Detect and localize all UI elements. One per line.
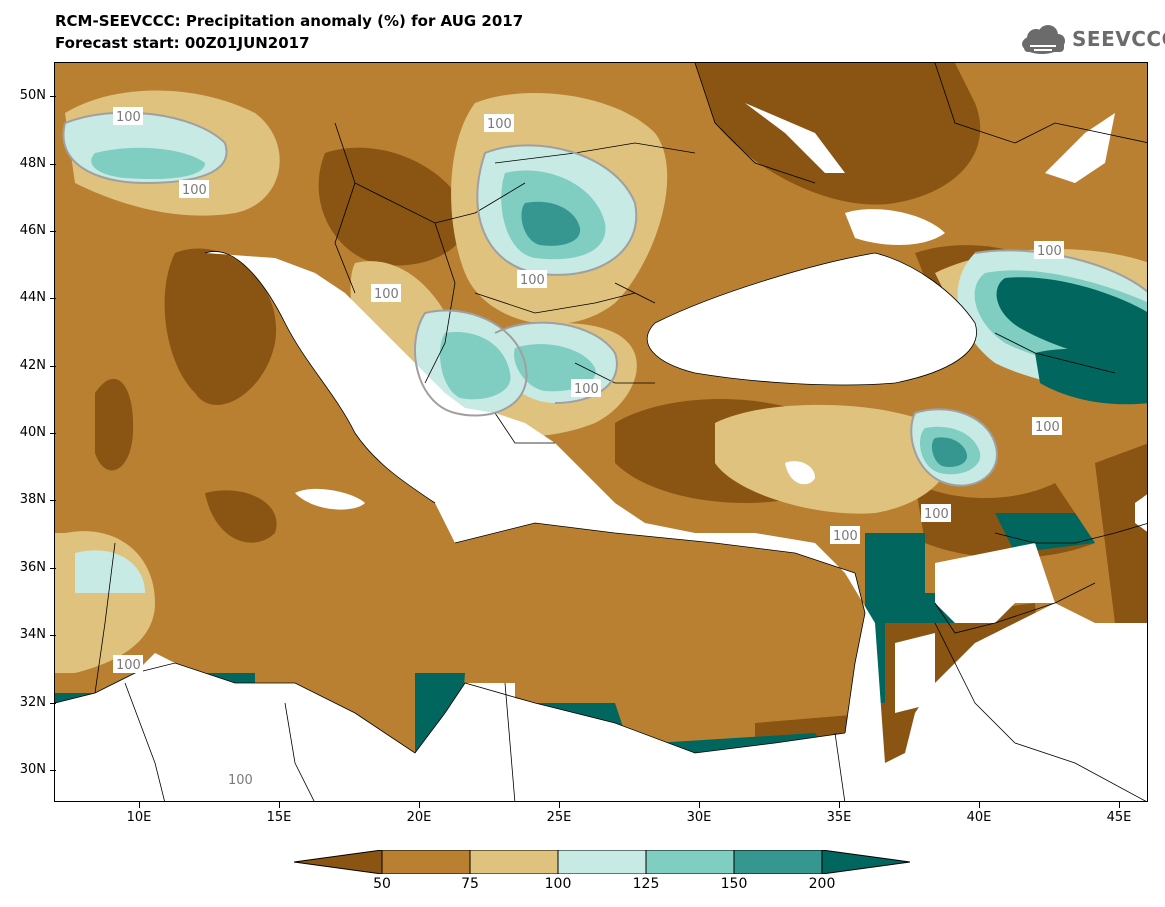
colorbar-label: 75 — [461, 876, 479, 892]
contour-label: 100 — [228, 773, 253, 788]
latitude-label: 42N — [19, 358, 46, 373]
colorbar-label: 50 — [373, 876, 391, 892]
longitude-label: 20E — [406, 810, 432, 825]
latitude-label: 30N — [19, 762, 46, 777]
longitude-tick — [279, 802, 280, 808]
latitude-tick — [50, 164, 56, 165]
contour-label: 100 — [116, 110, 141, 125]
latitude-tick — [50, 231, 56, 232]
logo-text: SEEVCCC — [1072, 27, 1165, 51]
contour-label: 100 — [374, 287, 399, 302]
longitude-label: 35E — [826, 810, 852, 825]
colorbar-150-200 — [733, 850, 823, 874]
longitude-label: 25E — [546, 810, 572, 825]
colorbar-above-200 — [821, 850, 910, 874]
country-borders — [55, 63, 1147, 801]
contour-label: 100 — [924, 507, 949, 522]
longitude-tick — [979, 802, 980, 808]
contour-label: 100 — [833, 529, 858, 544]
colorbar-below-50 — [294, 850, 383, 874]
latitude-label: 40N — [19, 425, 46, 440]
latitude-label: 44N — [19, 290, 46, 305]
contour-100 — [62, 111, 1147, 487]
contour-labels: 100 100 100 100 100 100 100 100 100 100 … — [113, 107, 1064, 788]
colorbar-label: 200 — [808, 876, 836, 892]
contour-label: 100 — [1035, 420, 1060, 435]
colorbar — [294, 850, 910, 874]
contour-label: 100 — [487, 117, 512, 132]
latitude-label: 32N — [19, 695, 46, 710]
latitude-label: 48N — [19, 156, 46, 171]
colorbar-label: 150 — [720, 876, 748, 892]
longitude-tick — [419, 802, 420, 808]
cloud-icon — [1022, 25, 1065, 54]
no-data-mask — [55, 543, 1147, 801]
colorbar-label: 100 — [544, 876, 572, 892]
longitude-tick — [839, 802, 840, 808]
anomaly-150-200 — [521, 201, 968, 467]
contour-label: 100 — [116, 658, 141, 673]
contour-label: 100 — [520, 273, 545, 288]
latitude-tick — [50, 433, 56, 434]
longitude-tick — [1119, 802, 1120, 808]
colorbar-50-75 — [381, 850, 471, 874]
colorbar-label: 125 — [632, 876, 660, 892]
latitude-tick — [50, 500, 56, 501]
precipitation-anomaly-map: 100 100 100 100 100 100 100 100 100 100 … — [54, 62, 1148, 802]
latitude-tick — [50, 635, 56, 636]
latitude-label: 50N — [19, 88, 46, 103]
latitude-label: 46N — [19, 223, 46, 238]
colorbar-100-125 — [557, 850, 647, 874]
latitude-label: 36N — [19, 560, 46, 575]
longitude-tick — [559, 802, 560, 808]
contour-label: 100 — [574, 382, 599, 397]
longitude-label: 40E — [966, 810, 992, 825]
contour-label: 100 — [182, 183, 207, 198]
forecast-start-label: Forecast start: 00Z01JUN2017 — [55, 34, 310, 52]
longitude-label: 10E — [126, 810, 152, 825]
colorbar-75-100 — [469, 850, 559, 874]
latitude-tick — [50, 568, 56, 569]
map-canvas: 100 100 100 100 100 100 100 100 100 100 … — [55, 63, 1147, 801]
longitude-label: 30E — [686, 810, 712, 825]
longitude-tick — [699, 802, 700, 808]
latitude-label: 34N — [19, 627, 46, 642]
longitude-tick — [139, 802, 140, 808]
seevccc-logo — [1022, 25, 1065, 54]
latitude-tick — [50, 366, 56, 367]
colorbar-125-150 — [645, 850, 735, 874]
longitude-label: 45E — [1106, 810, 1132, 825]
latitude-tick — [50, 96, 56, 97]
latitude-label: 38N — [19, 492, 46, 507]
latitude-tick — [50, 770, 56, 771]
latitude-tick — [50, 703, 56, 704]
latitude-tick — [50, 298, 56, 299]
contour-label: 100 — [1037, 244, 1062, 259]
map-title: RCM-SEEVCCC: Precipitation anomaly (%) f… — [55, 12, 524, 30]
longitude-label: 15E — [266, 810, 292, 825]
